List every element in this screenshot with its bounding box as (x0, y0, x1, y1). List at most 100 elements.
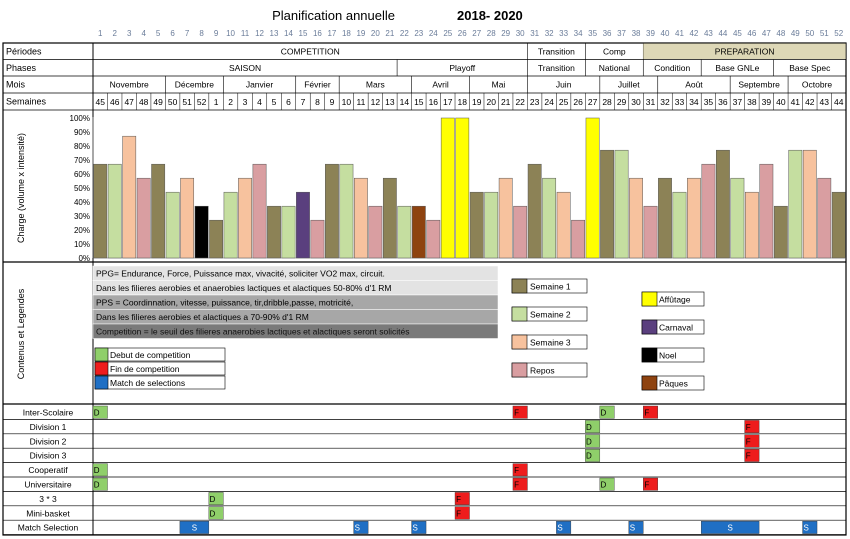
contenu-text: Dans les filieres aerobies et anaerobies… (96, 283, 392, 293)
legend-label: Match de selections (110, 378, 185, 388)
legend-swatch (641, 319, 658, 335)
bar (658, 177, 672, 259)
y-tick-label: 10% (74, 240, 90, 249)
y-tick-label: 90% (74, 128, 90, 137)
week-number: 12 (371, 97, 381, 107)
week-number: 47 (124, 97, 134, 107)
competition-mark (744, 449, 760, 462)
week-number: 29 (617, 97, 627, 107)
column-number: 7 (185, 29, 190, 38)
column-number: 42 (689, 29, 698, 38)
y-tick-label: 40% (74, 198, 90, 207)
competition-mark-text: S (355, 524, 360, 533)
contenu-text: PPS = Coordinnation, vitesse, puissance,… (96, 298, 353, 308)
bar (484, 191, 499, 259)
competition-mark (92, 463, 108, 477)
week-number: 48 (139, 97, 149, 107)
legend-label: Repos (530, 366, 555, 376)
competition-label: Inter-Scolaire (23, 408, 74, 418)
competition-mark-text: F (456, 495, 461, 504)
segment-mois: Juillet (618, 80, 640, 90)
column-number: 21 (385, 29, 394, 38)
column-number: 10 (226, 29, 235, 38)
week-number: 52 (197, 97, 207, 107)
column-number: 24 (429, 29, 438, 38)
bar (542, 177, 557, 259)
week-number: 44 (834, 97, 844, 107)
week-number: 2 (228, 97, 233, 107)
column-number: 19 (356, 29, 365, 38)
row-label-periodes: Périodes (6, 46, 42, 56)
column-number: 5 (156, 29, 161, 38)
week-number: 38 (747, 97, 757, 107)
legend-label: Pâques (659, 379, 688, 389)
column-number: 11 (241, 29, 250, 38)
segment-mois: Février (304, 80, 331, 90)
column-number: 17 (327, 29, 336, 38)
week-number: 19 (472, 97, 482, 107)
y-tick-label: 100% (70, 114, 90, 123)
column-number: 52 (834, 29, 843, 38)
bar (426, 219, 441, 259)
competition-mark (599, 477, 615, 491)
week-number: 39 (762, 97, 772, 107)
column-number: 39 (646, 29, 655, 38)
competition-mark (599, 405, 615, 419)
competition-mark-text: S (727, 524, 732, 533)
legend-swatch (641, 347, 658, 363)
bar (93, 163, 108, 259)
week-number: 37 (733, 97, 743, 107)
column-number: 26 (458, 29, 467, 38)
segment-mois: Novembre (110, 80, 149, 90)
preparation-band (643, 43, 846, 59)
segment-mois: Mai (492, 80, 506, 90)
section-label-contenus: Contenus et Legendes (16, 288, 26, 379)
column-number: 38 (632, 29, 641, 38)
y-tick-label: 30% (74, 212, 90, 221)
competition-mark-text: F (746, 452, 751, 461)
competition-mark (643, 477, 658, 491)
legend-swatch (511, 306, 528, 322)
segment-mois: Août (685, 80, 703, 90)
column-number: 32 (545, 29, 554, 38)
bar (469, 191, 484, 259)
competition-mark-text: S (192, 524, 197, 533)
competition-mark-text: D (586, 452, 592, 461)
competition-mark-text: D (94, 466, 100, 475)
column-number: 49 (791, 29, 800, 38)
week-number: 36 (718, 97, 728, 107)
legend-label: Semaine 3 (530, 338, 571, 348)
column-number: 36 (603, 29, 612, 38)
competition-mark (744, 434, 760, 448)
week-number: 3 (243, 97, 248, 107)
competition-mark-text: D (94, 481, 100, 490)
week-number: 8 (315, 97, 320, 107)
bar (180, 177, 195, 259)
bar (759, 163, 774, 259)
legend-swatch (94, 375, 109, 390)
competition-mark (744, 420, 760, 433)
column-number: 31 (530, 29, 539, 38)
column-number: 8 (199, 29, 204, 38)
segment-phases: Transition (538, 63, 575, 73)
column-number: 40 (661, 29, 670, 38)
segment-phases: Condition (654, 63, 690, 73)
contenu-box (92, 323, 499, 339)
bar (310, 219, 325, 259)
segment-mois: Janvier (246, 80, 274, 90)
competition-mark (585, 420, 601, 433)
plan-years: 2018- 2020 (457, 8, 523, 23)
contenu-text: PPG= Endurance, Force, Puissance max, vi… (96, 269, 385, 279)
week-number: 35 (704, 97, 714, 107)
column-number: 50 (805, 29, 814, 38)
row-label-mois: Mois (6, 80, 26, 90)
column-number: 29 (501, 29, 510, 38)
competition-mark (353, 521, 369, 534)
week-number: 5 (272, 97, 277, 107)
competition-mark-text: F (514, 481, 519, 490)
column-number: 46 (747, 29, 756, 38)
column-number: 20 (371, 29, 380, 38)
competition-label: Universitaire (24, 480, 72, 490)
bar (498, 177, 513, 259)
